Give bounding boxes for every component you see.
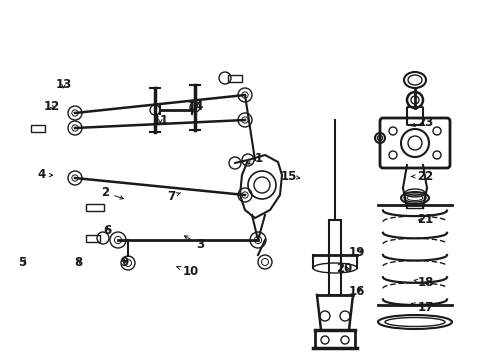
Text: 14: 14 — [187, 100, 203, 113]
Text: 12: 12 — [43, 100, 60, 113]
Text: 13: 13 — [55, 78, 72, 91]
Text: 6: 6 — [103, 224, 111, 237]
Text: 18: 18 — [413, 276, 433, 289]
Text: 9: 9 — [121, 256, 128, 269]
Text: 16: 16 — [348, 285, 365, 298]
Text: 20: 20 — [336, 262, 352, 275]
Text: 1: 1 — [247, 152, 263, 165]
Text: 15: 15 — [280, 170, 299, 183]
Text: 2: 2 — [101, 186, 123, 199]
Text: 8: 8 — [74, 256, 82, 269]
Text: 3: 3 — [184, 236, 204, 251]
Text: 4: 4 — [38, 168, 53, 181]
Text: 5: 5 — [18, 256, 26, 269]
Text: 19: 19 — [348, 246, 365, 258]
Text: 7: 7 — [167, 190, 180, 203]
Text: 22: 22 — [411, 170, 433, 183]
Text: 10: 10 — [177, 265, 199, 278]
Text: 21: 21 — [416, 213, 433, 226]
Text: 23: 23 — [411, 116, 433, 129]
Text: 17: 17 — [411, 301, 433, 314]
Text: 11: 11 — [152, 114, 168, 127]
